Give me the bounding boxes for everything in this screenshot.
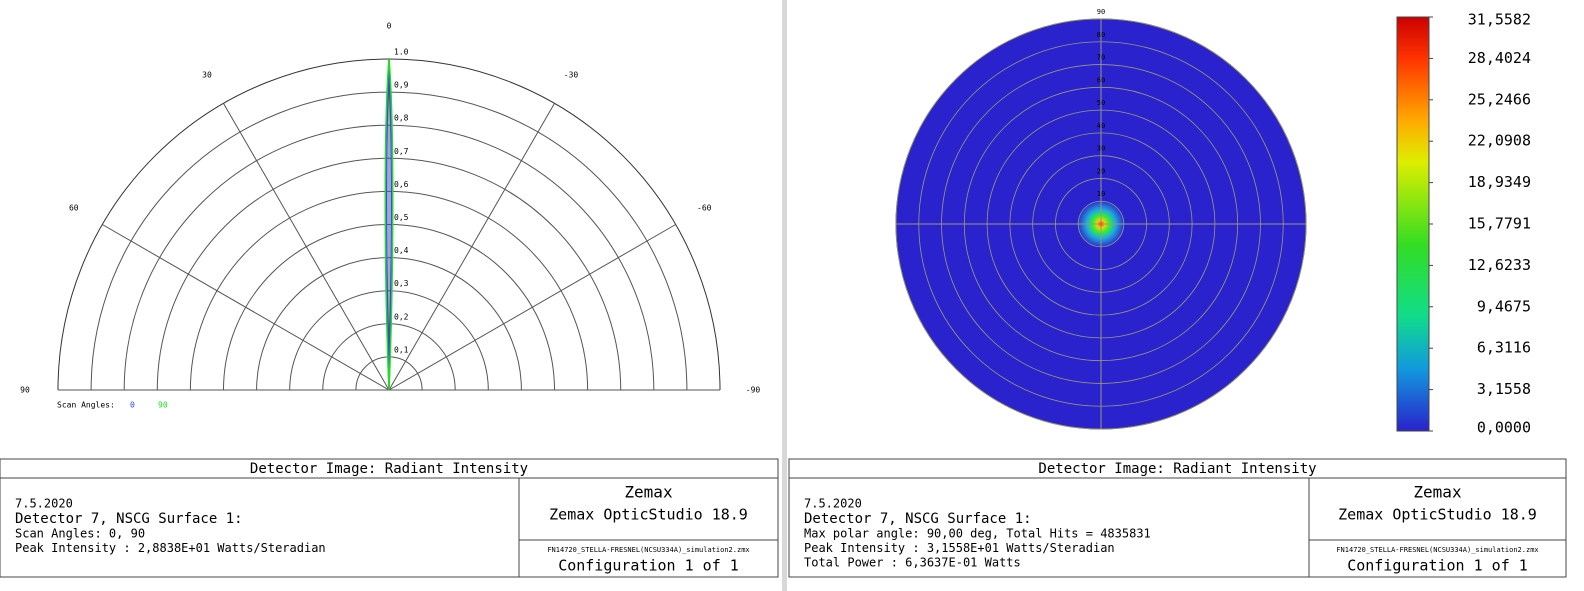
info-date: 7.5.2020	[804, 497, 862, 511]
colorbar-label: 12,6233	[1468, 256, 1531, 274]
colorbar-label: 6,3116	[1477, 339, 1531, 357]
angle-label: 30	[202, 70, 212, 79]
info-company: Zemax	[624, 483, 673, 502]
legend-title: Scan Angles:	[57, 401, 115, 410]
radial-tick-label: 0,8	[394, 114, 409, 123]
radial-tick-label: 0,6	[394, 180, 409, 189]
angle-label: -90	[746, 386, 761, 395]
angle-spoke	[102, 224, 390, 391]
angle-spoke	[388, 103, 555, 391]
info-company: Zemax	[1413, 483, 1462, 502]
colorbar-label: 31,5582	[1468, 11, 1531, 29]
info-line: Peak Intensity : 2,8838E+01 Watts/Sterad…	[15, 541, 326, 555]
angle-label: 60	[69, 204, 79, 213]
colorbar-label: 25,2466	[1468, 90, 1531, 108]
map-ring-label: 90	[1097, 8, 1105, 16]
radial-tick-label: 0,7	[394, 147, 409, 156]
colorbar-label: 28,4024	[1468, 49, 1531, 67]
splitter	[782, 0, 787, 591]
info-title: Detector Image: Radiant Intensity	[1038, 461, 1316, 477]
info-line: Scan Angles: 0, 90	[15, 527, 145, 541]
radial-tick-label: 0,9	[394, 81, 409, 90]
info-product: Zemax OpticStudio 18.9	[549, 506, 748, 524]
info-product: Zemax OpticStudio 18.9	[1338, 506, 1537, 524]
info-line: Max polar angle: 90,00 deg, Total Hits =…	[804, 527, 1151, 541]
colorbar-label: 3,1558	[1477, 380, 1531, 398]
angle-spoke	[223, 103, 390, 391]
info-line: Total Power : 6,3637E-01 Watts	[804, 556, 1021, 570]
radial-tick-label: 0,5	[394, 213, 409, 222]
angle-label: 0	[387, 22, 392, 31]
radial-tick-label: 0,2	[394, 312, 409, 321]
colorbar	[1396, 16, 1430, 432]
colorbar-label: 9,4675	[1477, 297, 1531, 315]
info-config: Configuration 1 of 1	[558, 557, 739, 575]
colorbar-label: 15,7791	[1468, 215, 1531, 233]
colorbar-label: 18,9349	[1468, 173, 1531, 191]
info-box	[788, 458, 1567, 578]
radial-tick-label: 0,3	[394, 279, 409, 288]
radial-tick-label: 0,4	[394, 246, 409, 255]
legend-entry: 90	[158, 401, 168, 410]
info-file: FN14720_STELLA-FRESNEL(NCSU334A)_simulat…	[1336, 546, 1538, 554]
info-title: Detector Image: Radiant Intensity	[250, 461, 528, 477]
intensity-lobe	[384, 58, 394, 391]
info-file: FN14720_STELLA-FRESNEL(NCSU334A)_simulat…	[547, 546, 749, 554]
colorbar-label: 22,0908	[1468, 132, 1531, 150]
angle-label: -30	[564, 70, 579, 79]
info-config: Configuration 1 of 1	[1347, 557, 1528, 575]
info-detector: Detector 7, NSCG Surface 1:	[804, 511, 1032, 527]
radial-tick-label: 0,1	[394, 345, 409, 354]
info-line: Peak Intensity : 3,1558E+01 Watts/Sterad…	[804, 541, 1115, 555]
angle-label: 90	[20, 386, 30, 395]
colorbar-label: 0,0000	[1477, 419, 1531, 437]
angle-spoke	[388, 224, 676, 391]
legend-entry: 0	[130, 401, 135, 410]
info-date: 7.5.2020	[15, 497, 73, 511]
angle-label: -60	[697, 204, 712, 213]
info-detector: Detector 7, NSCG Surface 1:	[15, 511, 243, 527]
radial-tick-label: 1.0	[394, 48, 409, 57]
info-box	[0, 458, 779, 578]
